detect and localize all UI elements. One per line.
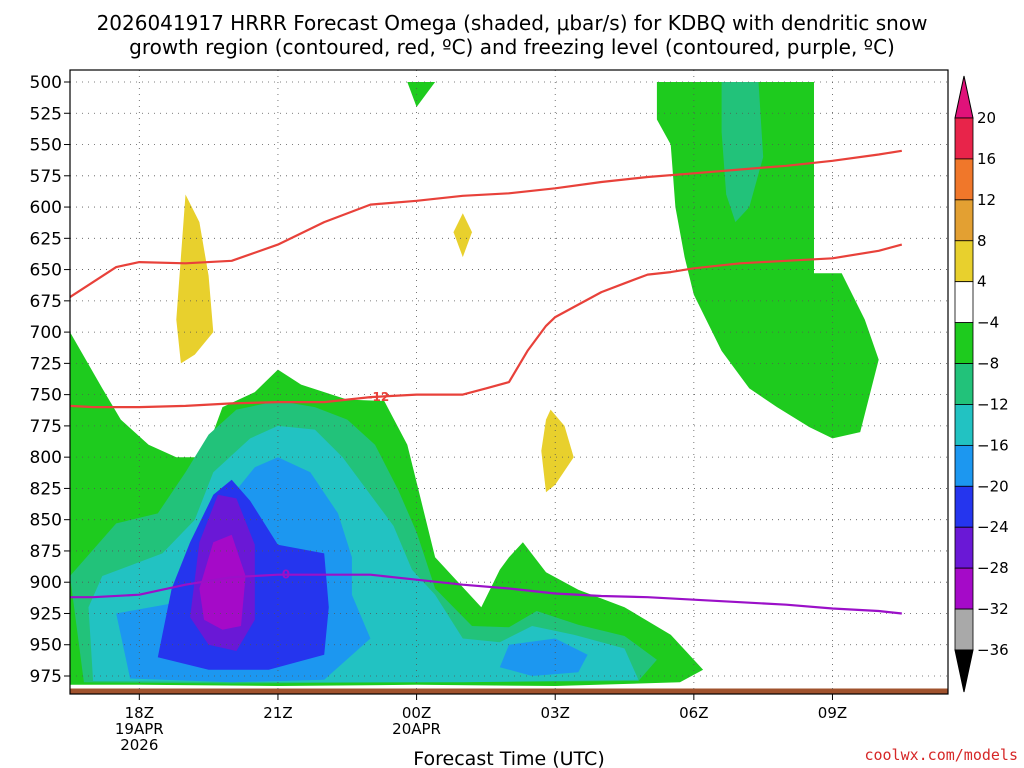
y-tick-label-14: 850	[30, 511, 62, 531]
colorbar-label-10: −24	[977, 518, 1009, 536]
omega-region-7	[499, 638, 588, 676]
grid-layer	[70, 70, 948, 694]
contour-line-1	[69, 149, 902, 299]
colorbar-label-11: −28	[977, 559, 1009, 577]
credit-text: coolwx.com/models	[864, 746, 1018, 764]
colorbar-label-12: −32	[977, 600, 1009, 618]
y-axis: 500 525 550 575 600 625 650 675 700 725 750 775 800 8…	[30, 73, 70, 687]
omega-region-12	[453, 213, 472, 258]
y-tick-label-19: 975	[30, 667, 62, 687]
colorbar-label-4: 4	[977, 273, 987, 291]
colorbar-swatch-1	[954, 158, 974, 201]
colorbar-swatch-9	[954, 485, 974, 528]
y-tick-label-3: 575	[30, 167, 62, 187]
y-tick-label-9: 725	[30, 354, 62, 374]
colorbar-swatch-2	[954, 199, 974, 242]
contour-line-0	[69, 243, 903, 409]
contour-line-2	[70, 573, 902, 615]
x-tick-label-1-0: 21Z	[263, 704, 292, 722]
colorbar-top-arrow	[954, 75, 974, 119]
y-tick-label-5: 625	[30, 229, 62, 249]
colorbar-label-6: −8	[977, 355, 999, 373]
colorbar: 20 16 12 8 4 −4 −8 −12 −16 −20 −24 −28 −32 −36	[954, 75, 1009, 693]
contour-layer: -12 0	[69, 149, 903, 615]
colorbar-swatch-12	[954, 608, 974, 651]
x-tick-label-2-1: 20APR	[392, 720, 441, 738]
ground-layer	[70, 688, 948, 694]
contour-label-2: 0	[282, 568, 290, 582]
colorbar-swatch-3	[954, 240, 974, 283]
y-tick-label-8: 700	[30, 323, 62, 343]
colorbar-swatch-7	[954, 404, 974, 446]
colorbar-swatch-6	[954, 363, 974, 405]
y-tick-label-0: 500	[30, 73, 62, 93]
colorbar-label-0: 20	[977, 109, 996, 127]
y-tick-label-13: 825	[30, 479, 62, 499]
x-tick-label-0-1: 19APR	[115, 720, 164, 738]
colorbar-label-1: 16	[977, 150, 996, 168]
colorbar-label-5: −4	[977, 314, 999, 332]
x-tick-label-5-0: 09Z	[818, 704, 847, 722]
colorbar-label-13: −36	[977, 641, 1009, 659]
colorbar-swatch-5	[954, 322, 974, 364]
y-tick-label-1: 525	[30, 104, 62, 124]
colorbar-swatch-10	[954, 526, 974, 569]
colorbar-swatch-0	[954, 117, 974, 160]
y-tick-label-11: 775	[30, 417, 62, 437]
omega-region-11	[176, 194, 214, 364]
colorbar-label-2: 12	[977, 191, 996, 209]
x-tick-label-0-0: 18Z	[125, 704, 154, 722]
colorbar-label-3: 8	[977, 232, 987, 250]
y-tick-label-16: 900	[30, 573, 62, 593]
colorbar-bottom-arrow	[954, 649, 974, 693]
y-tick-label-6: 650	[30, 261, 62, 281]
chart-title-line-2: growth region (contoured, red, ºC) and f…	[129, 35, 895, 59]
y-tick-label-4: 600	[30, 198, 62, 218]
contour-label-0: -12	[368, 390, 390, 404]
omega-shading-layer	[70, 82, 879, 686]
colorbar-label-7: −12	[977, 395, 1009, 413]
colorbar-swatch-11	[954, 567, 974, 610]
omega-region-10	[199, 534, 246, 630]
x-tick-label-2-0: 00Z	[402, 704, 431, 722]
y-tick-label-10: 750	[30, 386, 62, 406]
y-tick-label-17: 925	[30, 604, 62, 624]
ground-strip	[70, 688, 948, 694]
y-tick-label-7: 675	[30, 292, 62, 312]
colorbar-swatch-4	[954, 281, 974, 324]
omega-region-3	[721, 82, 764, 223]
colorbar-label-8: −16	[977, 436, 1009, 454]
colorbar-swatch-8	[954, 444, 974, 487]
plot-area: -12 0	[69, 69, 949, 695]
chart-title-line-1: 2026041917 HRRR Forecast Omega (shaded, …	[97, 11, 928, 35]
x-axis-label: Forecast Time (UTC)	[413, 748, 604, 768]
colorbar-label-9: −20	[977, 477, 1009, 495]
x-tick-label-4-0: 06Z	[679, 704, 708, 722]
omega-region-1	[407, 82, 436, 107]
x-tick-label-3-0: 03Z	[541, 704, 570, 722]
y-tick-label-12: 800	[30, 448, 62, 468]
y-tick-label-18: 950	[30, 636, 62, 656]
y-tick-label-15: 875	[30, 542, 62, 562]
x-tick-label-0-2: 2026	[120, 736, 158, 754]
omega-region-13	[541, 409, 574, 493]
y-tick-label-2: 550	[30, 136, 62, 156]
